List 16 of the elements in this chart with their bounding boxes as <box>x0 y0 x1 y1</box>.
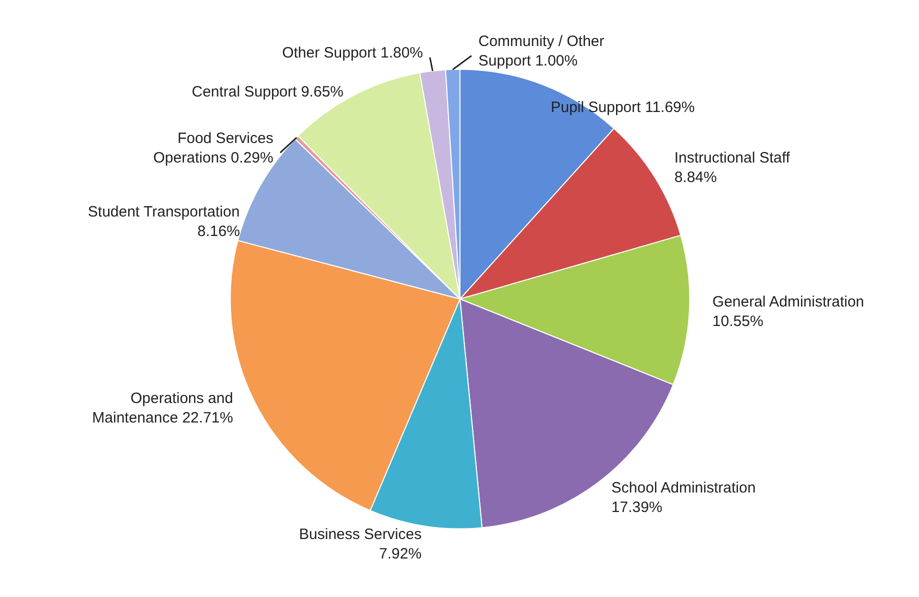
data-label: 8.84% <box>674 168 717 186</box>
slice-label: Other Support 1.80% <box>282 44 424 62</box>
data-label: 8.16% <box>197 222 240 240</box>
slice-label: School Administration <box>611 479 756 496</box>
slice-label: General Administration <box>712 293 864 310</box>
slice-label: Instructional Staff <box>674 149 791 166</box>
slice-label: Operations and Maintenance 22.71% <box>92 390 234 426</box>
data-label: 17.39% <box>611 498 662 516</box>
slice-label: Business Services <box>299 526 422 543</box>
slice-label: Central Support 9.65% <box>192 83 344 100</box>
data-label: 10.55% <box>712 312 764 330</box>
slice-label: Community / Other Support 1.00% <box>478 32 604 70</box>
slice-label: Pupil Support 11.69% <box>550 98 695 116</box>
data-label: 7.92% <box>379 545 422 562</box>
slice-label: Food Services Operations 0.29% <box>153 130 274 166</box>
slice-label: Student Transportation <box>88 203 240 220</box>
